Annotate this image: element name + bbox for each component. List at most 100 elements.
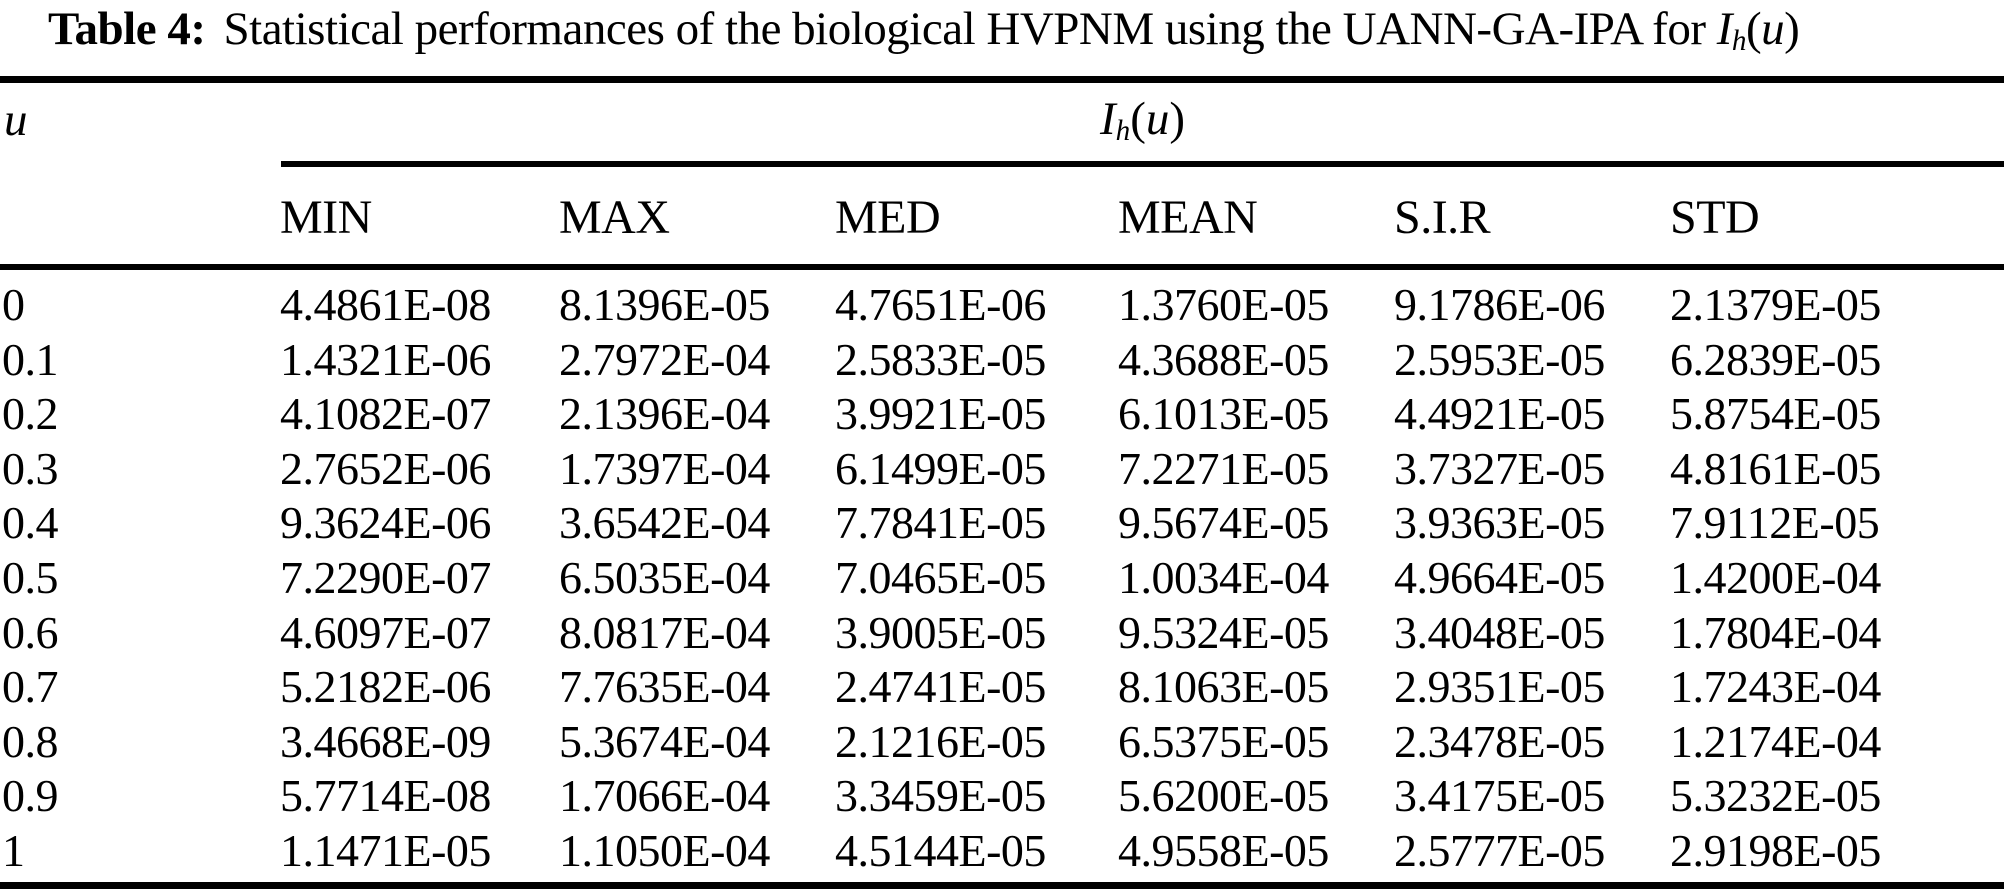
value-cell-min: 3.4668E-09 [280, 715, 491, 767]
column-header-spacer [0, 190, 280, 246]
value-cell-min: 4.4861E-08 [280, 279, 491, 330]
value-cell-std: 5.8754E-05 [1670, 388, 1881, 440]
row-label-u: 1 [2, 824, 25, 876]
table-row: 0.5 7.2290E-07 6.5035E-04 7.0465E-05 1.0… [0, 551, 2004, 606]
value-cell-min: 2.7652E-06 [280, 442, 491, 494]
table-row: 0.2 4.1082E-07 2.1396E-04 3.9921E-05 6.1… [0, 387, 2004, 442]
value-cell-mean: 4.3688E-05 [1118, 333, 1329, 385]
value-cell-min: 5.2182E-06 [280, 661, 491, 713]
span-header-var: u [1145, 93, 1170, 145]
caption-math-var: u [1761, 3, 1785, 55]
value-cell-max: 2.1396E-04 [559, 388, 770, 440]
table-caption-number: Table 4: [48, 3, 206, 55]
span-header-base: I [1099, 93, 1116, 145]
value-cell-mean: 5.6200E-05 [1118, 770, 1329, 822]
table-caption: Table 4: Statistical performances of the … [48, 0, 1800, 64]
table-row: 0.6 4.6097E-07 8.0817E-04 3.9005E-05 9.5… [0, 606, 2004, 661]
value-cell-std: 2.9198E-05 [1670, 824, 1881, 876]
value-cell-sir: 2.9351E-05 [1394, 661, 1605, 713]
column-header-sir: S.I.R [1394, 191, 1491, 244]
column-header-mean: MEAN [1118, 191, 1258, 244]
row-label-u: 0.4 [2, 497, 59, 549]
value-cell-max: 3.6542E-04 [559, 497, 770, 549]
value-cell-max: 1.1050E-04 [559, 824, 770, 876]
value-cell-std: 1.2174E-04 [1670, 715, 1881, 767]
value-cell-std: 6.2839E-05 [1670, 333, 1881, 385]
value-cell-sir: 2.5777E-05 [1394, 824, 1605, 876]
column-header-max: MAX [559, 191, 670, 244]
value-cell-mean: 9.5674E-05 [1118, 497, 1329, 549]
caption-math-sub: h [1731, 25, 1747, 58]
top-rule [0, 76, 2004, 83]
row-label-u: 0.9 [2, 770, 59, 822]
value-cell-std: 1.7243E-04 [1670, 661, 1881, 713]
table-row: 0.1 1.4321E-06 2.7972E-04 2.5833E-05 4.3… [0, 333, 2004, 388]
row-label-u: 0.5 [2, 551, 59, 603]
value-cell-std: 5.3232E-05 [1670, 770, 1881, 822]
span-header-sub: h [1115, 115, 1131, 148]
value-cell-mean: 4.9558E-05 [1118, 824, 1329, 876]
table-caption-text: Statistical performances of the biologic… [223, 3, 1707, 55]
value-cell-med: 2.4741E-05 [835, 661, 1046, 713]
value-cell-med: 6.1499E-05 [835, 442, 1046, 494]
caption-math-ihu: Ih(u) [1706, 3, 1800, 58]
value-cell-sir: 2.3478E-05 [1394, 715, 1605, 767]
value-cell-max: 7.7635E-04 [559, 661, 770, 713]
span-header-ihu: Ih(u) [281, 90, 2004, 154]
table-row: 0.9 5.7714E-08 1.7066E-04 3.3459E-05 5.6… [0, 769, 2004, 824]
row-label-u: 0.6 [2, 606, 59, 658]
value-cell-mean: 9.5324E-05 [1118, 606, 1329, 658]
column-header-row: MIN MAX MED MEAN S.I.R STD [0, 190, 2004, 246]
value-cell-min: 1.1471E-05 [280, 824, 491, 876]
value-cell-mean: 6.1013E-05 [1118, 388, 1329, 440]
table-row: 0.8 3.4668E-09 5.3674E-04 2.1216E-05 6.5… [0, 715, 2004, 770]
table-row: 0.7 5.2182E-06 7.7635E-04 2.4741E-05 8.1… [0, 660, 2004, 715]
caption-math-close-paren: ) [1784, 3, 1800, 55]
value-cell-max: 2.7972E-04 [559, 333, 770, 385]
value-cell-min: 7.2290E-07 [280, 551, 491, 603]
table-body: 0 4.4861E-08 8.1396E-05 4.7651E-06 1.376… [0, 278, 2004, 879]
row-label-u: 0.2 [2, 388, 59, 440]
value-cell-med: 7.0465E-05 [835, 551, 1046, 603]
value-cell-mean: 8.1063E-05 [1118, 661, 1329, 713]
value-cell-std: 1.4200E-04 [1670, 551, 1881, 603]
span-header-open-paren: ( [1130, 93, 1146, 145]
row-label-u: 0.7 [2, 661, 59, 713]
table-row: 0.4 9.3624E-06 3.6542E-04 7.7841E-05 9.5… [0, 496, 2004, 551]
bottom-rule [0, 882, 2004, 889]
value-cell-med: 2.5833E-05 [835, 333, 1046, 385]
column-header-std: STD [1670, 191, 1760, 244]
span-header-rule [281, 161, 2004, 167]
value-cell-min: 1.4321E-06 [280, 333, 491, 385]
value-cell-med: 3.9005E-05 [835, 606, 1046, 658]
caption-math-base: I [1716, 3, 1733, 55]
value-cell-med: 4.5144E-05 [835, 824, 1046, 876]
value-cell-med: 2.1216E-05 [835, 715, 1046, 767]
value-cell-sir: 3.7327E-05 [1394, 442, 1605, 494]
value-cell-min: 5.7714E-08 [280, 770, 491, 822]
value-cell-sir: 4.9664E-05 [1394, 551, 1605, 603]
table-row: 0.3 2.7652E-06 1.7397E-04 6.1499E-05 7.2… [0, 442, 2004, 497]
value-cell-max: 6.5035E-04 [559, 551, 770, 603]
value-cell-med: 7.7841E-05 [835, 497, 1046, 549]
column-header-med: MED [835, 191, 941, 244]
value-cell-mean: 1.0034E-04 [1118, 551, 1329, 603]
value-cell-max: 8.0817E-04 [559, 606, 770, 658]
value-cell-med: 3.9921E-05 [835, 388, 1046, 440]
value-cell-sir: 2.5953E-05 [1394, 333, 1605, 385]
value-cell-max: 8.1396E-05 [559, 279, 770, 330]
header-bottom-rule [0, 264, 2004, 270]
value-cell-mean: 7.2271E-05 [1118, 442, 1329, 494]
row-label-u: 0 [2, 279, 25, 330]
table-row: 1 1.1471E-05 1.1050E-04 4.5144E-05 4.955… [0, 824, 2004, 879]
value-cell-max: 1.7397E-04 [559, 442, 770, 494]
stub-header-u: u [4, 94, 28, 146]
value-cell-med: 3.3459E-05 [835, 770, 1046, 822]
value-cell-sir: 3.4048E-05 [1394, 606, 1605, 658]
value-cell-sir: 3.9363E-05 [1394, 497, 1605, 549]
value-cell-min: 4.1082E-07 [280, 388, 491, 440]
caption-math-open-paren: ( [1745, 3, 1762, 55]
row-label-u: 0.3 [2, 442, 59, 494]
value-cell-mean: 1.3760E-05 [1118, 279, 1329, 330]
